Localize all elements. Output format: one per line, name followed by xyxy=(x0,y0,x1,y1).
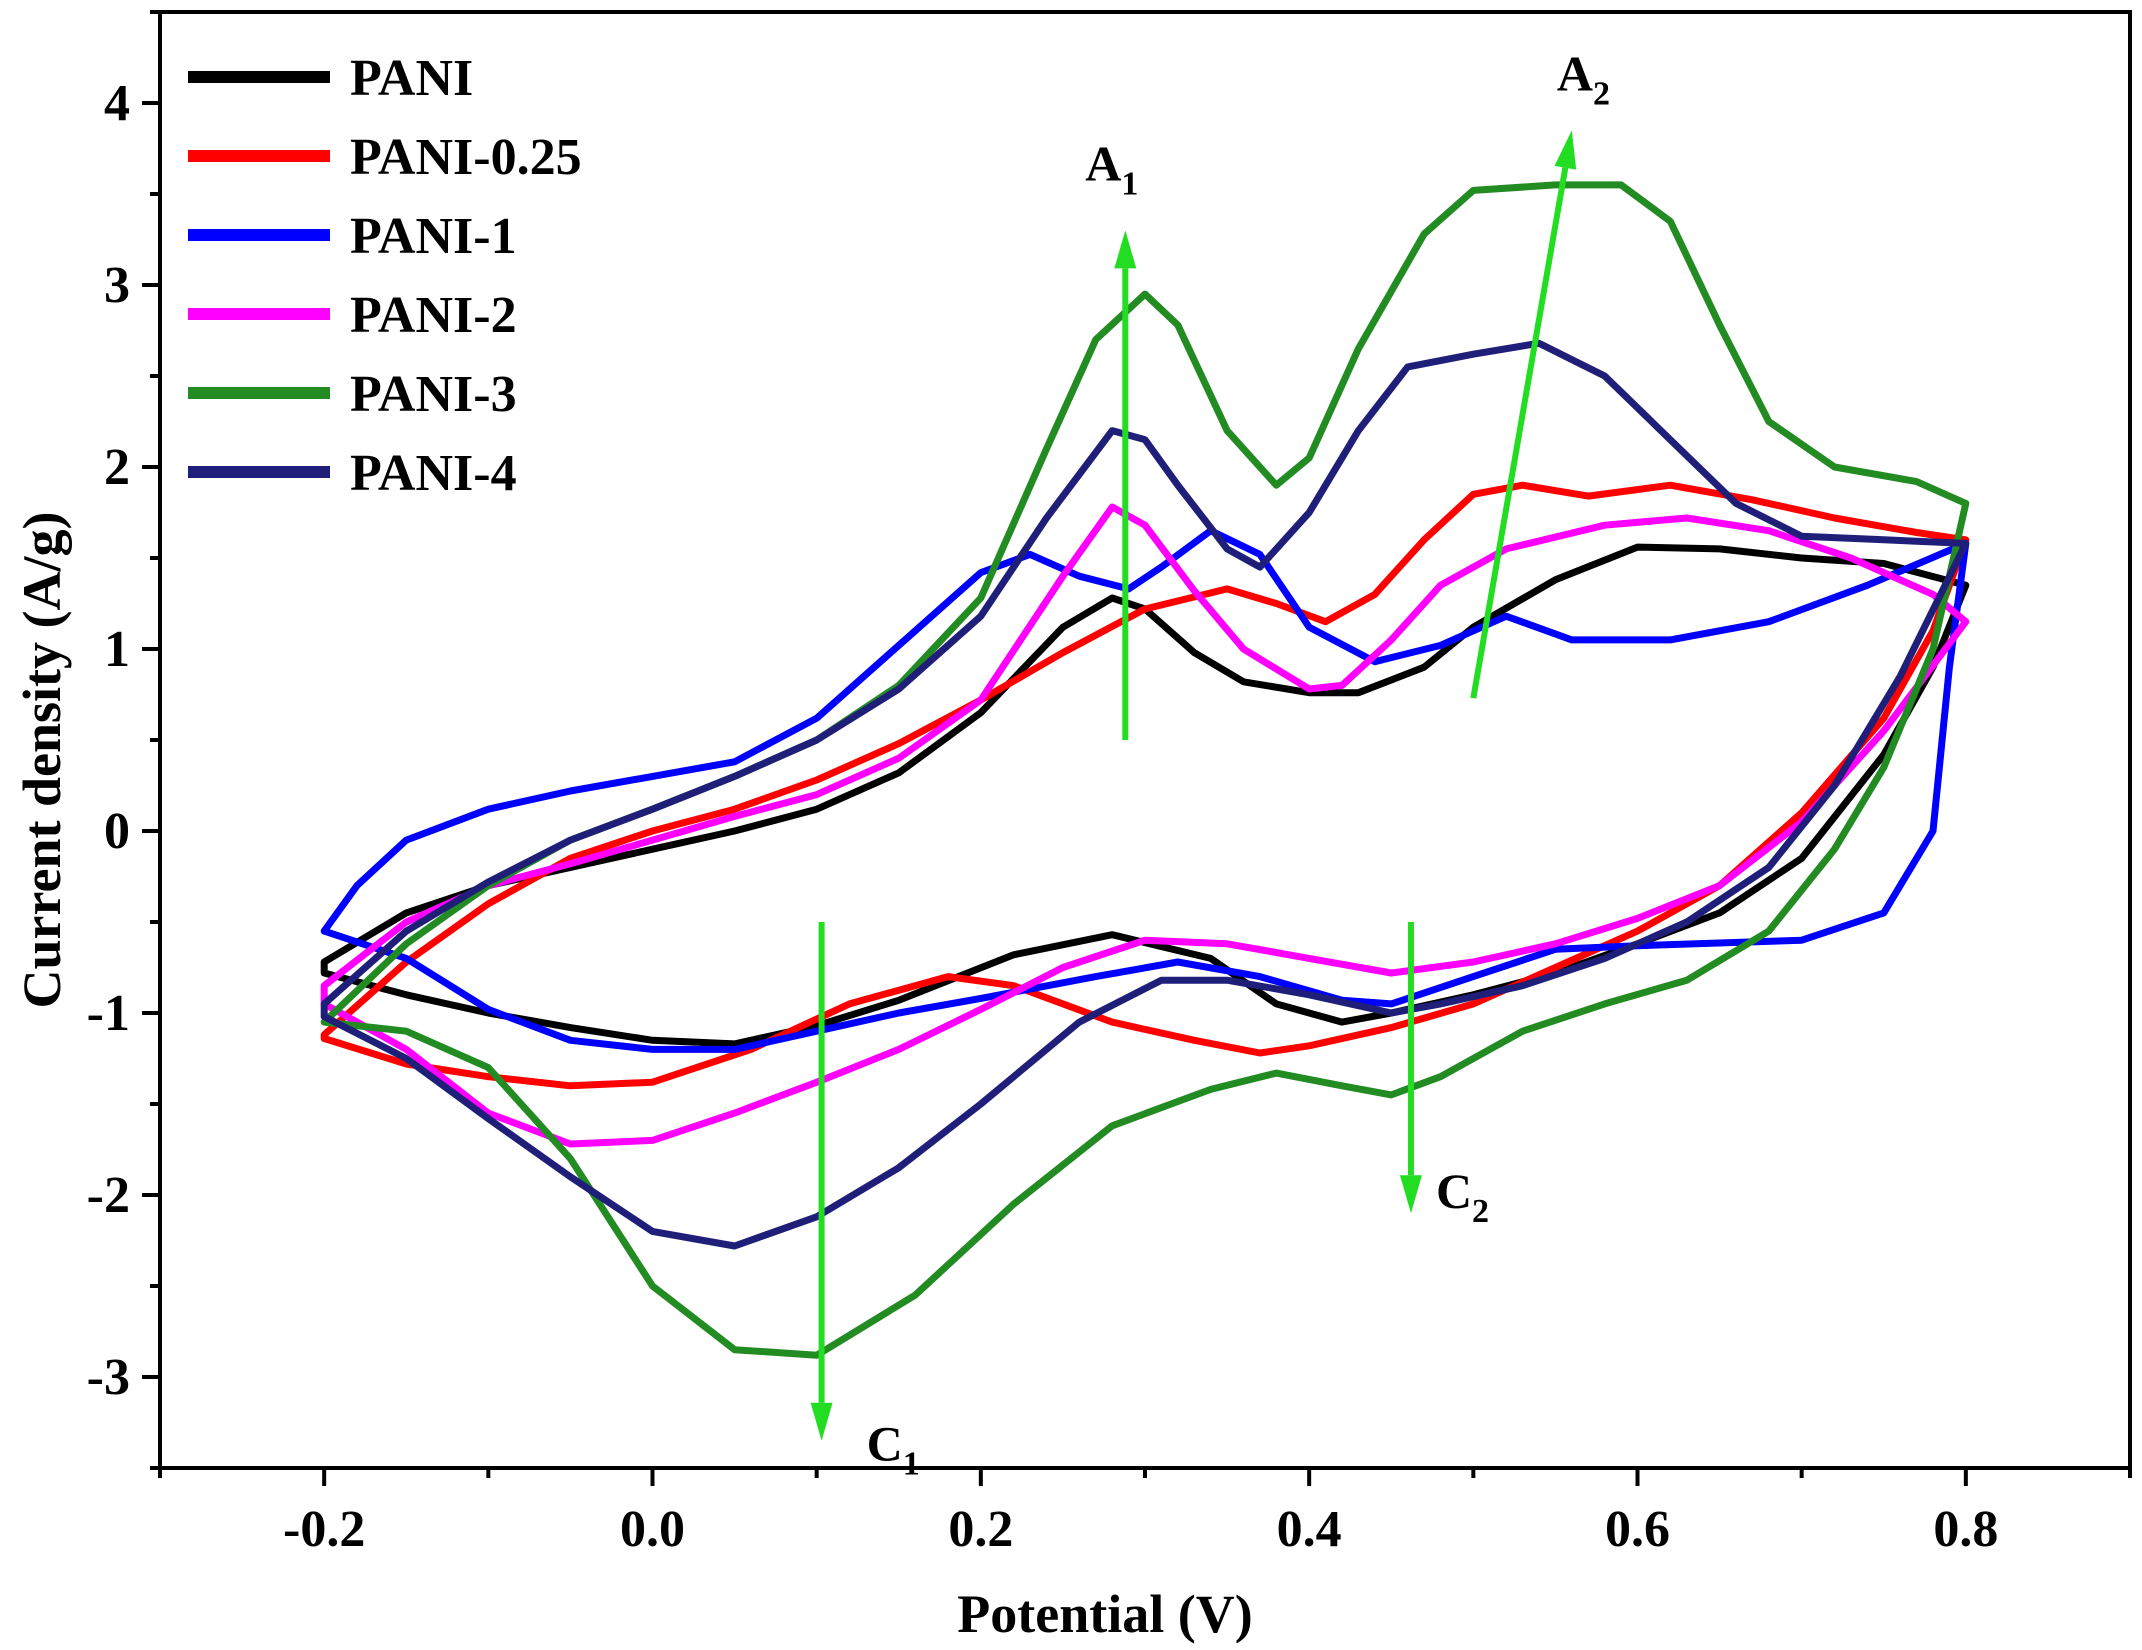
legend-label: PANI-4 xyxy=(350,445,517,502)
legend-label: PANI-3 xyxy=(350,366,517,423)
y-tick-label: 3 xyxy=(104,257,130,314)
series-line-pani xyxy=(320,543,1970,1048)
legend-label: PANI xyxy=(350,50,473,107)
annotation-arrow-head xyxy=(1114,230,1137,269)
annotation-arrow-head xyxy=(810,1402,833,1441)
annotation-label-c1: C1 xyxy=(867,1416,920,1483)
y-tick-label: 0 xyxy=(104,803,130,860)
series-line-pani-3 xyxy=(320,181,1970,1359)
x-axis-title: Potential (V) xyxy=(957,1584,1252,1644)
x-tick-label: 0.0 xyxy=(620,1501,685,1558)
series-layer xyxy=(320,181,1970,1359)
y-axis-title: Current density (A/g) xyxy=(12,512,72,1009)
annotation-arrows: A1 A2 C1 C2 xyxy=(810,45,1610,1483)
legend: PANI PANI-0.25 PANI-1 PANI-2 PANI-3 PANI-4 xyxy=(188,50,582,502)
y-tick-label: 2 xyxy=(104,439,130,496)
annotation-label-c2: C2 xyxy=(1436,1163,1489,1230)
series-line-pani-4 xyxy=(320,339,1970,1250)
plot-area: A1 A2 C1 C2 xyxy=(158,10,2132,1483)
x-tick-label: 0.8 xyxy=(1933,1501,1998,1558)
y-tick-label: -2 xyxy=(87,1167,130,1224)
x-tick-label: 0.2 xyxy=(948,1501,1013,1558)
series-line-pani-1 xyxy=(320,527,1970,1053)
y-tick-label: -1 xyxy=(87,985,130,1042)
y-tick-label: 1 xyxy=(104,621,130,678)
series-line-pani-0-25 xyxy=(320,481,1970,1090)
annotation-label-a1: A1 xyxy=(1085,135,1138,202)
x-axis: -0.2 0.0 0.2 0.4 0.6 0.8 xyxy=(158,1468,2132,1558)
y-axis: -3 -2 -1 0 1 2 3 4 xyxy=(87,10,160,1470)
y-tick-label: -3 xyxy=(87,1349,130,1406)
annotation-label-a2: A2 xyxy=(1557,45,1610,112)
x-tick-label: 0.4 xyxy=(1277,1501,1342,1558)
y-tick-label: 4 xyxy=(104,75,130,132)
legend-label: PANI-1 xyxy=(350,208,517,265)
series-line-pani-2 xyxy=(320,503,1970,1148)
legend-label: PANI-2 xyxy=(350,287,517,344)
annotation-arrow-shaft xyxy=(1470,167,1569,699)
annotation-arrow-head xyxy=(1399,1175,1422,1214)
legend-label: PANI-0.25 xyxy=(350,129,582,186)
x-tick-label: 0.6 xyxy=(1605,1501,1670,1558)
x-tick-label: -0.2 xyxy=(283,1501,365,1558)
annotation-arrow-head xyxy=(1554,130,1577,170)
